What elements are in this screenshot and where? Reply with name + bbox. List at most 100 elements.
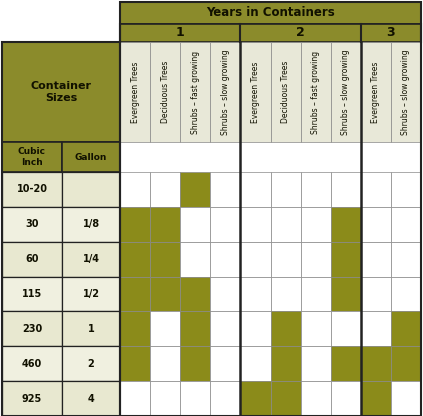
Bar [180, 242, 210, 277]
Bar [120, 172, 150, 207]
Bar [150, 172, 180, 207]
Bar [361, 242, 391, 277]
Bar [62, 242, 120, 277]
Bar [210, 277, 240, 312]
Bar [120, 312, 150, 346]
Bar [331, 207, 361, 242]
Bar [2, 207, 62, 242]
Bar [240, 277, 270, 312]
Bar [120, 42, 150, 142]
Text: Evergreen Trees: Evergreen Trees [131, 61, 140, 123]
Bar [180, 381, 210, 416]
Text: Cubic
Inch: Cubic Inch [18, 147, 46, 167]
Bar [331, 42, 361, 142]
Bar [150, 346, 180, 381]
Bar [120, 24, 240, 42]
Bar [62, 207, 120, 242]
Text: Shrubs – slow growing: Shrubs – slow growing [401, 49, 410, 135]
Text: Deciduous Trees: Deciduous Trees [281, 61, 290, 123]
Bar [301, 312, 331, 346]
Bar [120, 381, 150, 416]
Bar [150, 381, 180, 416]
Bar [301, 277, 331, 312]
Bar [2, 381, 62, 416]
Bar [270, 207, 301, 242]
Bar [210, 312, 240, 346]
Bar [391, 42, 421, 142]
Text: 60: 60 [25, 254, 39, 264]
Bar [2, 277, 62, 312]
Bar [180, 172, 210, 207]
Bar [62, 381, 120, 416]
Bar [240, 172, 270, 207]
Bar [240, 346, 270, 381]
Bar [210, 207, 240, 242]
Bar [240, 207, 270, 242]
Bar [361, 312, 391, 346]
Bar [240, 42, 270, 142]
Bar [301, 381, 331, 416]
Bar [331, 277, 361, 312]
Text: Evergreen Trees: Evergreen Trees [371, 61, 380, 123]
Bar [331, 381, 361, 416]
Bar [270, 312, 301, 346]
Bar [180, 312, 210, 346]
Bar [62, 277, 120, 312]
Bar [150, 207, 180, 242]
Text: 2: 2 [296, 27, 305, 40]
Bar [331, 346, 361, 381]
Bar [361, 172, 391, 207]
Text: 30: 30 [25, 219, 39, 229]
Bar [150, 242, 180, 277]
Text: Deciduous Trees: Deciduous Trees [161, 61, 170, 123]
Bar [150, 42, 180, 142]
Bar [270, 277, 301, 312]
Bar [180, 346, 210, 381]
Bar [210, 381, 240, 416]
Bar [62, 312, 120, 346]
Bar [120, 2, 421, 24]
Bar [301, 42, 331, 142]
Text: 230: 230 [22, 324, 42, 334]
Bar [240, 242, 270, 277]
Bar [331, 312, 361, 346]
Bar [150, 277, 180, 312]
Bar [391, 242, 421, 277]
Bar [2, 42, 120, 142]
Bar [2, 346, 62, 381]
Text: 1: 1 [88, 324, 94, 334]
Text: Evergreen Trees: Evergreen Trees [251, 61, 260, 123]
Text: 1/4: 1/4 [82, 254, 99, 264]
Bar [391, 172, 421, 207]
Bar [180, 42, 210, 142]
Text: 115: 115 [22, 289, 42, 299]
Text: 2: 2 [88, 359, 94, 369]
Bar [210, 346, 240, 381]
Bar [391, 277, 421, 312]
Text: Gallon: Gallon [75, 153, 107, 161]
Text: 1: 1 [176, 27, 184, 40]
Bar [120, 277, 150, 312]
Text: 1/8: 1/8 [82, 219, 99, 229]
Text: Years in Containers: Years in Containers [206, 7, 335, 20]
Bar [331, 172, 361, 207]
Text: Container
Sizes: Container Sizes [30, 81, 91, 103]
Text: Shrubs – fast growing: Shrubs – fast growing [191, 50, 200, 134]
Bar [2, 242, 62, 277]
Bar [361, 24, 421, 42]
Bar [120, 242, 150, 277]
Bar [301, 172, 331, 207]
Bar [391, 381, 421, 416]
Bar [361, 277, 391, 312]
Bar [391, 312, 421, 346]
Text: 4: 4 [88, 394, 94, 404]
Bar [210, 242, 240, 277]
Text: 1/2: 1/2 [82, 289, 99, 299]
Text: 3: 3 [387, 27, 395, 40]
Bar [120, 2, 421, 416]
Bar [361, 42, 391, 142]
Bar [2, 42, 120, 416]
Bar [301, 346, 331, 381]
Bar [270, 346, 301, 381]
Bar [150, 312, 180, 346]
